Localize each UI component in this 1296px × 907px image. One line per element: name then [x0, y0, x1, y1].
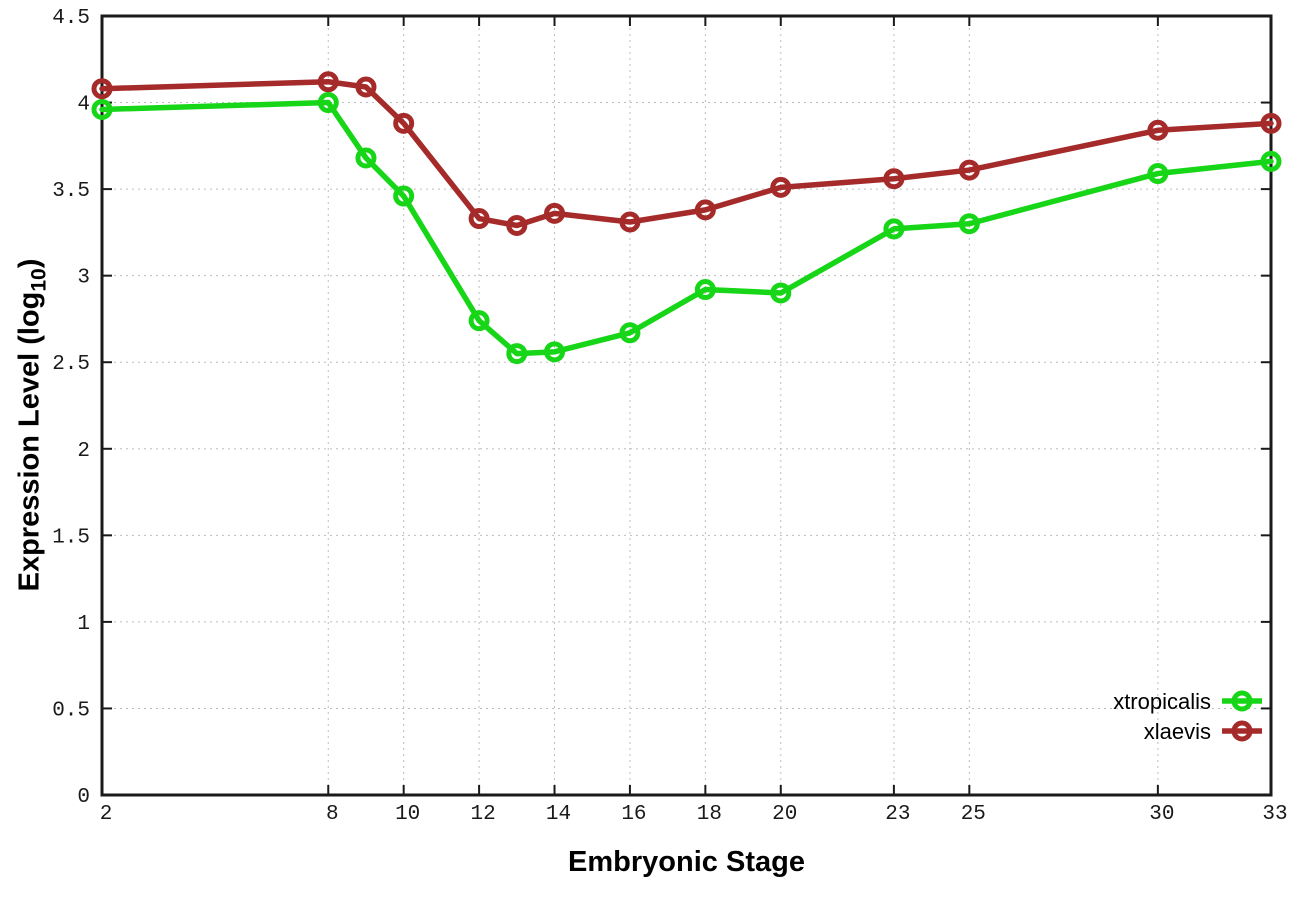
data-point-xtropicalis	[619, 322, 641, 344]
x-tick-label: 12	[470, 803, 495, 826]
data-point-xtropicalis	[883, 218, 905, 240]
y-tick-label: 1.5	[52, 526, 90, 549]
x-tick-label: 23	[885, 803, 910, 826]
data-point-xlaevis	[958, 159, 980, 181]
y-axis-title-main: Expression Level (log	[13, 291, 46, 592]
data-point-xtropicalis	[770, 282, 792, 304]
data-point-xtropicalis	[694, 279, 716, 301]
y-tick-label: 2	[77, 440, 90, 463]
data-point-xtropicalis	[1147, 163, 1169, 185]
data-point-xlaevis	[506, 214, 528, 236]
data-point-xlaevis	[393, 112, 415, 134]
y-tick-label: 3.5	[52, 180, 90, 203]
x-tick-label: 30	[1149, 803, 1174, 826]
x-tick-label: 20	[772, 803, 797, 826]
data-point-xlaevis	[468, 208, 490, 230]
data-point-xtropicalis	[1260, 150, 1282, 172]
y-tick-label: 1	[77, 613, 90, 636]
data-point-xlaevis	[694, 199, 716, 221]
data-point-xlaevis	[544, 202, 566, 224]
data-point-xlaevis	[91, 78, 113, 100]
y-tick-label: 2.5	[52, 353, 90, 376]
legend-sample-marker-xlaevis	[1231, 720, 1253, 742]
x-tick-label: 8	[326, 803, 339, 826]
x-tick-label: 10	[395, 803, 420, 826]
series-line-xtropicalis	[99, 99, 1274, 357]
legend-label-xlaevis: xlaevis	[1144, 719, 1211, 744]
data-point-xtropicalis	[355, 147, 377, 169]
data-point-xtropicalis	[468, 310, 490, 332]
y-tick-label: 0.5	[52, 699, 90, 722]
data-point-xtropicalis	[317, 92, 339, 114]
data-point-xtropicalis	[91, 98, 113, 120]
x-tick-label: 14	[546, 803, 571, 826]
x-tick-label: 2	[100, 803, 113, 826]
y-tick-label: 4.5	[52, 7, 90, 30]
data-point-xtropicalis	[506, 343, 528, 365]
data-point-xlaevis	[1260, 112, 1282, 134]
y-tick-label: 3	[77, 267, 90, 290]
data-point-xlaevis	[1147, 119, 1169, 141]
y-tick-label: 4	[77, 94, 90, 117]
data-point-xlaevis	[619, 211, 641, 233]
y-axis-title: Expression Level (log10)	[13, 258, 51, 592]
plot-border	[100, 14, 1273, 797]
legend-label-xtropicalis: xtropicalis	[1113, 689, 1211, 714]
x-tick-label: 18	[697, 803, 722, 826]
x-axis-title: Embryonic Stage	[568, 846, 805, 878]
data-point-xlaevis	[883, 168, 905, 190]
x-tick-label: 16	[621, 803, 646, 826]
data-point-xtropicalis	[393, 185, 415, 207]
y-axis-title-suffix: )	[13, 258, 46, 269]
y-axis-title-subscript: 10	[27, 268, 51, 292]
data-point-xtropicalis	[544, 341, 566, 363]
data-point-xlaevis	[770, 176, 792, 198]
data-point-xlaevis	[355, 76, 377, 98]
x-tick-label: 33	[1262, 803, 1287, 826]
legend-sample-marker-xtropicalis	[1231, 690, 1253, 712]
data-point-xlaevis	[317, 71, 339, 93]
data-point-xtropicalis	[958, 213, 980, 235]
x-tick-label: 25	[961, 803, 986, 826]
y-tick-label: 0	[77, 786, 90, 809]
